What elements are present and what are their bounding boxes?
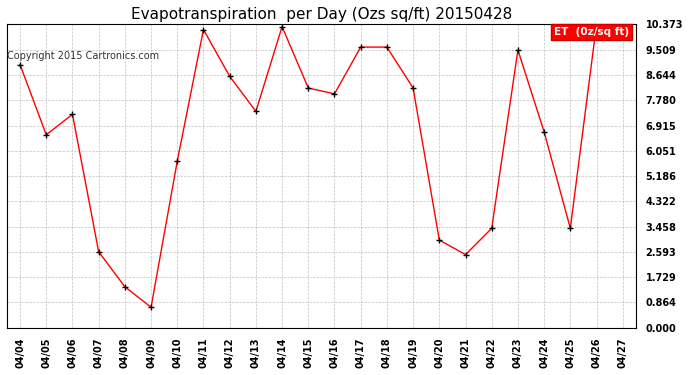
Title: Evapotranspiration  per Day (Ozs sq/ft) 20150428: Evapotranspiration per Day (Ozs sq/ft) 2… bbox=[131, 7, 512, 22]
Text: Copyright 2015 Cartronics.com: Copyright 2015 Cartronics.com bbox=[7, 51, 159, 61]
Text: ET  (0z/sq ft): ET (0z/sq ft) bbox=[554, 27, 629, 37]
